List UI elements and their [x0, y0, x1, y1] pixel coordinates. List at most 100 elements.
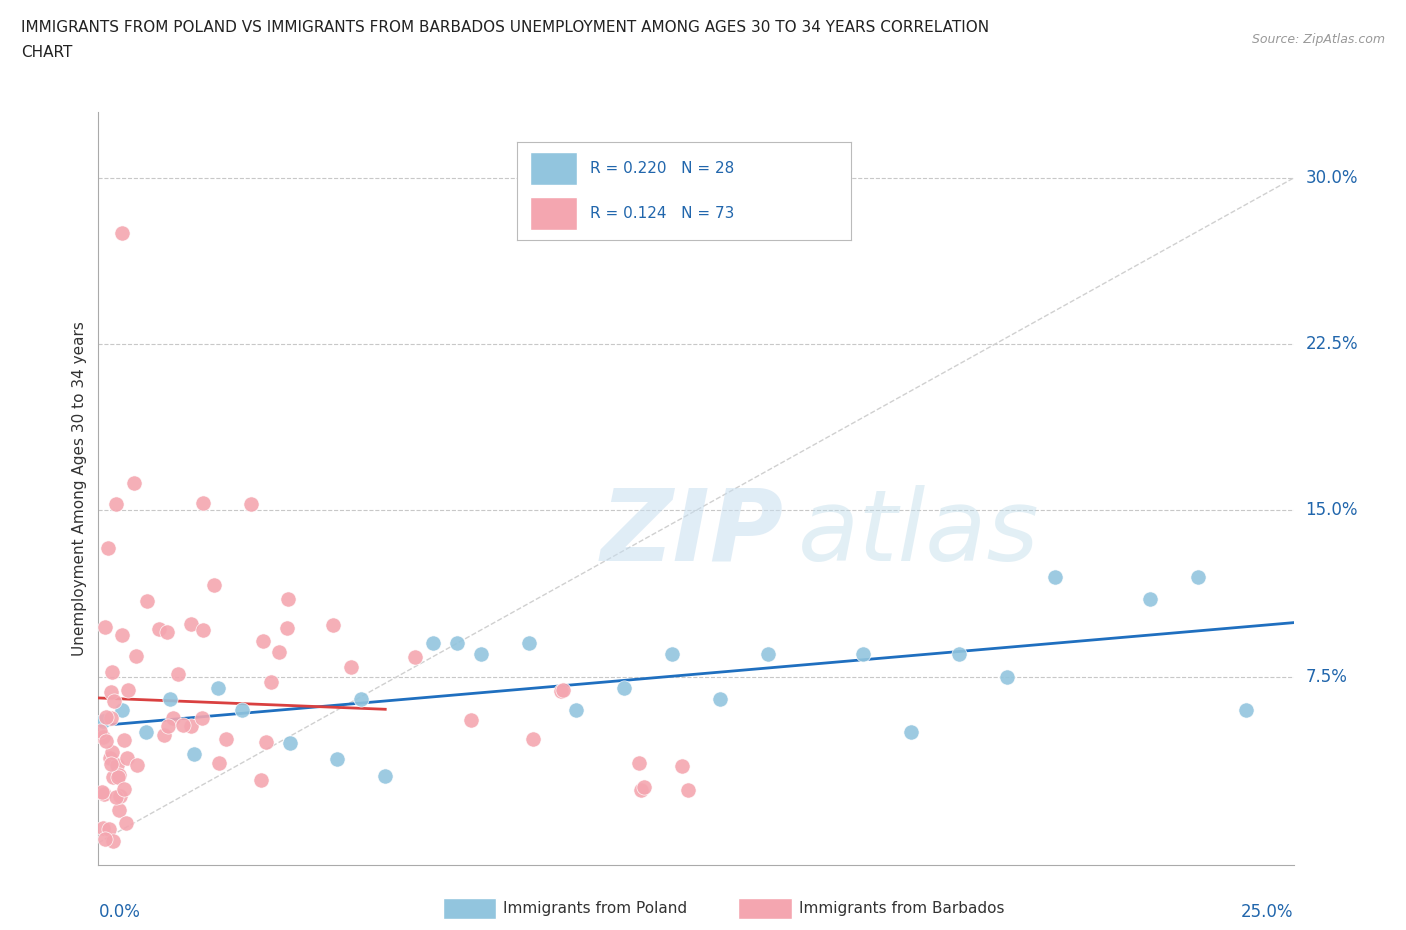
Point	[148, 622, 170, 637]
Point	[460, 712, 482, 727]
Point	[250, 773, 273, 788]
Point	[995, 670, 1018, 684]
Point	[94, 710, 117, 724]
Point	[470, 647, 492, 662]
Point	[103, 694, 125, 709]
Point	[522, 731, 544, 746]
Point	[633, 779, 655, 794]
Point	[94, 619, 117, 634]
Point	[100, 665, 122, 680]
Point	[124, 475, 146, 490]
Point	[1234, 702, 1257, 717]
Point	[239, 497, 262, 512]
Point	[105, 758, 128, 773]
Point	[101, 744, 124, 759]
Text: 30.0%: 30.0%	[1306, 169, 1358, 187]
Text: 22.5%: 22.5%	[1306, 335, 1358, 353]
Point	[94, 831, 117, 846]
Point	[156, 624, 179, 639]
Text: Immigrants from Barbados: Immigrants from Barbados	[799, 901, 1004, 916]
Point	[152, 727, 174, 742]
Point	[98, 822, 121, 837]
Point	[110, 789, 132, 804]
Point	[276, 620, 298, 635]
Point	[112, 781, 135, 796]
Point	[948, 647, 970, 662]
Point	[277, 591, 299, 606]
Point	[550, 684, 572, 698]
Point	[207, 680, 229, 695]
Point	[671, 759, 693, 774]
Point	[1139, 591, 1161, 606]
Text: 0.0%: 0.0%	[98, 902, 141, 921]
Point	[252, 633, 274, 648]
Point	[756, 647, 779, 662]
Point	[91, 784, 114, 799]
Point	[202, 578, 225, 592]
Point	[350, 691, 373, 706]
Point	[112, 732, 135, 747]
Point	[115, 751, 138, 765]
Point	[125, 757, 148, 772]
Point	[661, 647, 683, 662]
Point	[339, 660, 361, 675]
Point	[157, 719, 180, 734]
Point	[260, 674, 283, 689]
Point	[159, 691, 181, 706]
Point	[135, 724, 157, 739]
Point	[100, 711, 122, 725]
Point	[191, 496, 214, 511]
Point	[1043, 569, 1066, 584]
Point	[678, 782, 700, 797]
Text: 25.0%: 25.0%	[1241, 902, 1294, 921]
Point	[172, 718, 194, 733]
Point	[100, 684, 122, 699]
Point	[115, 816, 138, 830]
Point	[627, 756, 650, 771]
Point	[91, 713, 114, 728]
Point	[517, 636, 540, 651]
Point	[322, 618, 344, 632]
Point	[98, 751, 121, 765]
Point	[630, 783, 652, 798]
Point	[97, 540, 120, 555]
Point	[111, 226, 134, 241]
Point	[191, 711, 214, 725]
Point	[91, 820, 114, 835]
Point	[107, 769, 129, 784]
Point	[709, 691, 731, 706]
Point	[108, 803, 131, 817]
Text: ZIP: ZIP	[600, 485, 783, 582]
Point	[101, 833, 124, 848]
Point	[93, 787, 115, 802]
Point	[180, 617, 202, 631]
Point	[404, 650, 426, 665]
Y-axis label: Unemployment Among Ages 30 to 34 years: Unemployment Among Ages 30 to 34 years	[72, 321, 87, 656]
Text: 15.0%: 15.0%	[1306, 501, 1358, 520]
Point	[108, 767, 131, 782]
Point	[125, 649, 148, 664]
Point	[215, 732, 238, 747]
Text: Source: ZipAtlas.com: Source: ZipAtlas.com	[1251, 33, 1385, 46]
Point	[422, 636, 444, 651]
Point	[231, 702, 253, 717]
Point	[93, 730, 115, 745]
Point	[135, 593, 157, 608]
Point	[101, 770, 124, 785]
Point	[162, 711, 184, 725]
Point	[105, 497, 128, 512]
Point	[105, 790, 128, 804]
Point	[900, 724, 922, 739]
Point	[374, 769, 396, 784]
Point	[852, 647, 875, 662]
Text: 7.5%: 7.5%	[1306, 668, 1347, 685]
Point	[100, 756, 122, 771]
Point	[117, 683, 139, 698]
Text: CHART: CHART	[21, 45, 73, 60]
Point	[254, 735, 277, 750]
Point	[89, 724, 111, 738]
Point	[183, 747, 205, 762]
Point	[96, 734, 118, 749]
Point	[208, 756, 231, 771]
Text: IMMIGRANTS FROM POLAND VS IMMIGRANTS FROM BARBADOS UNEMPLOYMENT AMONG AGES 30 TO: IMMIGRANTS FROM POLAND VS IMMIGRANTS FRO…	[21, 20, 990, 35]
